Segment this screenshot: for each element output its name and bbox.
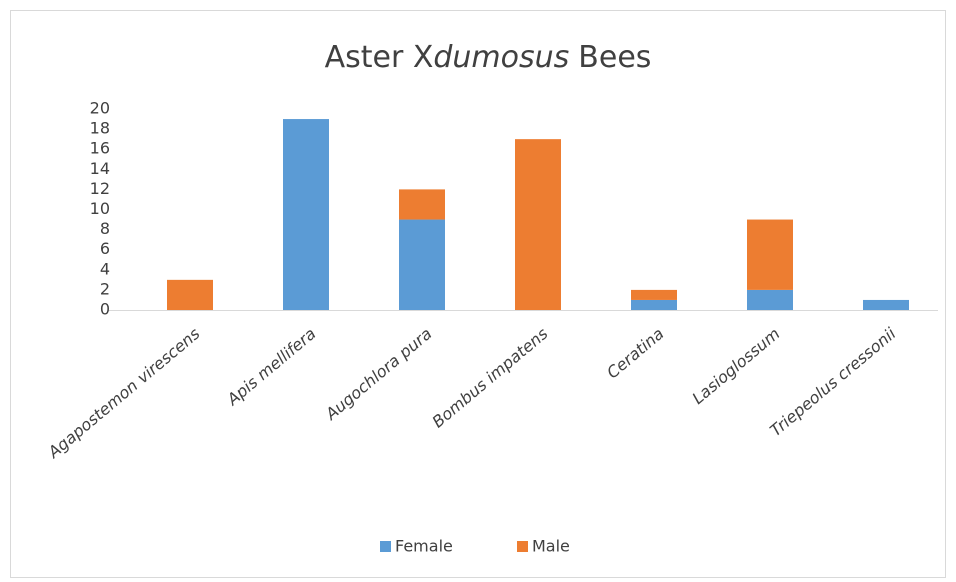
legend-label: Male: [532, 537, 570, 556]
y-tick-label: 20: [90, 99, 110, 118]
bar-segment: [167, 279, 213, 310]
legend-swatch: [517, 541, 528, 552]
y-tick-label: 14: [90, 159, 110, 178]
title-part: dumosus: [433, 40, 569, 75]
title-part: Aster X: [325, 40, 434, 75]
y-tick-label: 6: [100, 239, 110, 258]
bar-segment: [747, 289, 793, 310]
y-tick-label: 0: [100, 300, 110, 319]
y-tick-label: 10: [90, 199, 110, 218]
bar-segment: [399, 189, 445, 220]
bar-segment: [747, 219, 793, 290]
bar-segment: [631, 299, 677, 310]
y-tick-label: 16: [90, 139, 110, 158]
y-tick-label: 18: [90, 119, 110, 138]
chart-border: [10, 10, 946, 578]
y-tick-label: 8: [100, 219, 110, 238]
title-part: Bees: [578, 40, 651, 75]
legend-label: Female: [395, 537, 453, 556]
bar-segment: [631, 289, 677, 300]
bar-segment: [863, 299, 909, 310]
bar-segment: [399, 219, 445, 310]
y-tick-label: 4: [100, 259, 110, 278]
y-tick-label: 12: [90, 179, 110, 198]
bar-segment: [515, 139, 561, 310]
legend-swatch: [380, 541, 391, 552]
bar-segment: [283, 119, 329, 310]
y-tick-label: 2: [100, 279, 110, 298]
chart-title: Aster Xdumosus Bees: [325, 40, 652, 75]
